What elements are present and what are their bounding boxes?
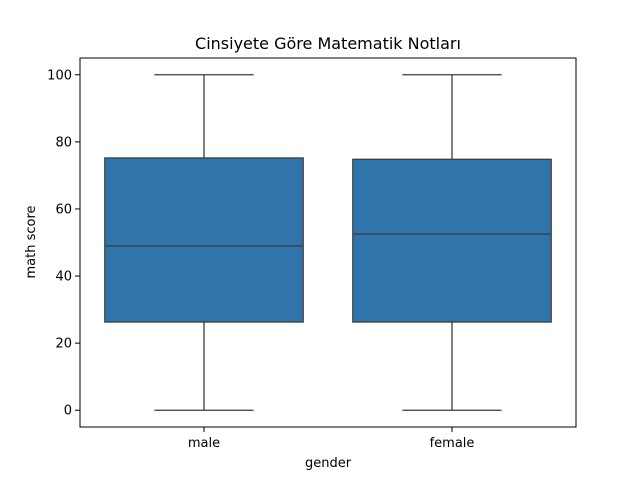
plot-frame (79, 57, 577, 428)
x-axis-label: gender (305, 456, 352, 471)
plot-area: 0 20 40 60 80 100 male female (47, 68, 552, 451)
y-tick-label: 60 (55, 202, 72, 217)
y-tick-label: 20 (55, 337, 72, 352)
chart-title: Cinsiyete Göre Matematik Notları (195, 34, 461, 53)
x-tick-label: male (188, 436, 220, 451)
iqr-box-female (352, 158, 552, 323)
y-axis-label: math score (24, 205, 39, 278)
y-tick-label: 100 (47, 68, 72, 83)
y-tick-label: 80 (55, 135, 72, 150)
y-tick-label: 0 (64, 404, 72, 419)
x-tick-label: female (430, 436, 475, 451)
y-tick-label: 40 (55, 270, 72, 285)
iqr-box-male (104, 157, 304, 323)
